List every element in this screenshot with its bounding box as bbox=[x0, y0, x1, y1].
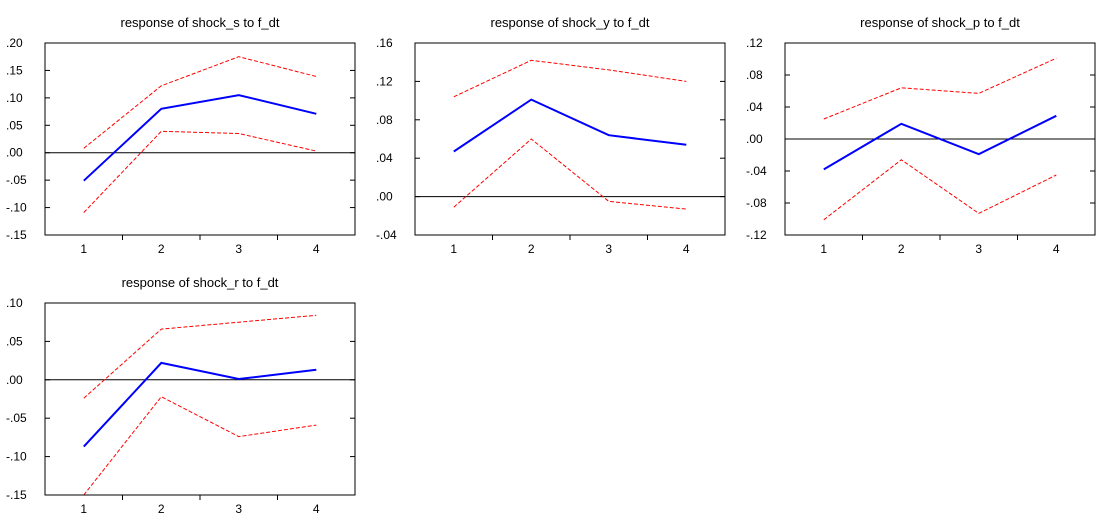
y-tick-label: -.04 bbox=[376, 228, 397, 242]
x-tick-label: 2 bbox=[528, 242, 535, 256]
y-tick-label: .16 bbox=[376, 36, 393, 50]
y-tick-label: -.10 bbox=[6, 201, 27, 215]
y-tick-label: .20 bbox=[6, 36, 23, 50]
y-tick-label: .12 bbox=[746, 36, 763, 50]
y-tick-label: .10 bbox=[6, 296, 23, 310]
y-tick-label: .05 bbox=[6, 334, 23, 348]
y-tick-label: .04 bbox=[746, 100, 763, 114]
y-tick-label: -.15 bbox=[6, 228, 27, 242]
y-tick-label: -.04 bbox=[746, 164, 767, 178]
y-tick-label: .08 bbox=[376, 113, 393, 127]
y-tick-label: -.12 bbox=[746, 228, 767, 242]
upper-band-line bbox=[83, 56, 317, 149]
impulse-response-line bbox=[83, 94, 317, 182]
x-tick-label: 2 bbox=[898, 242, 905, 256]
y-tick-label: .00 bbox=[6, 373, 23, 387]
chart-svg: response of shock_s to f_dt -.15 -.10 -.05.… bbox=[6, 15, 356, 256]
upper-band-line bbox=[823, 57, 1057, 120]
x-tick-label: 1 bbox=[80, 502, 87, 516]
x-tick-label: 1 bbox=[820, 242, 827, 256]
y-tick-label: .10 bbox=[6, 91, 23, 105]
y-tick-label: .08 bbox=[746, 68, 763, 82]
chart-title: response of shock_s to f_dt bbox=[121, 15, 280, 30]
x-tick-label: 1 bbox=[450, 242, 457, 256]
impulse-response-line bbox=[453, 98, 687, 153]
x-tick-label: 2 bbox=[158, 242, 165, 256]
chart-svg: response of shock_r to f_dt -.15 -.10 -.05.… bbox=[6, 275, 356, 516]
lower-band-line bbox=[83, 396, 317, 496]
upper-band-line bbox=[83, 314, 317, 399]
x-tick-label: 3 bbox=[975, 242, 982, 256]
chart-panel-shock-s: response of shock_s to f_dt -.15 -.10 -.05.… bbox=[0, 0, 370, 260]
plot-frame bbox=[44, 302, 356, 496]
chart-panel-shock-p: response of shock_p to f_dt -.12 -.08 -.04.… bbox=[740, 0, 1110, 260]
plot-frame bbox=[44, 42, 356, 236]
x-tick-label: 4 bbox=[313, 242, 320, 256]
chart-svg: response of shock_p to f_dt -.12 -.08 -.04.… bbox=[746, 15, 1096, 256]
impulse-response-line bbox=[83, 361, 317, 448]
y-tick-label: -.05 bbox=[6, 411, 27, 425]
y-tick-label: -.05 bbox=[6, 173, 27, 187]
y-tick-label: -.08 bbox=[746, 196, 767, 210]
x-tick-label: 4 bbox=[1053, 242, 1060, 256]
lower-band-line bbox=[823, 159, 1057, 221]
chart-title: response of shock_r to f_dt bbox=[122, 275, 279, 290]
chart-panel-shock-r: response of shock_r to f_dt -.15 -.10 -.05.… bbox=[0, 260, 370, 520]
chart-svg: response of shock_y to f_dt -.04 .00 .04 .08… bbox=[376, 15, 726, 256]
lower-band-line bbox=[453, 138, 687, 210]
y-tick-label: -.10 bbox=[6, 450, 27, 464]
plot-frame bbox=[784, 42, 1096, 236]
x-tick-label: 1 bbox=[80, 242, 87, 256]
upper-band-line bbox=[453, 59, 687, 98]
y-tick-label: .00 bbox=[376, 190, 393, 204]
y-tick-label: -.15 bbox=[6, 488, 27, 502]
y-tick-label: .00 bbox=[6, 146, 23, 160]
y-tick-label: .12 bbox=[376, 74, 393, 88]
impulse-response-line bbox=[823, 114, 1057, 171]
x-tick-label: 3 bbox=[235, 242, 242, 256]
y-tick-label: .00 bbox=[746, 132, 763, 146]
x-tick-label: 4 bbox=[313, 502, 320, 516]
y-tick-label: .04 bbox=[376, 151, 393, 165]
x-tick-label: 2 bbox=[158, 502, 165, 516]
y-tick-label: .05 bbox=[6, 118, 23, 132]
chart-panel-shock-y: response of shock_y to f_dt -.04 .00 .04 .08… bbox=[370, 0, 740, 260]
x-tick-label: 3 bbox=[235, 502, 242, 516]
x-tick-label: 3 bbox=[605, 242, 612, 256]
lower-band-line bbox=[83, 130, 317, 213]
x-tick-label: 4 bbox=[683, 242, 690, 256]
chart-title: response of shock_p to f_dt bbox=[860, 15, 1020, 30]
y-tick-label: .15 bbox=[6, 63, 23, 77]
chart-title: response of shock_y to f_dt bbox=[491, 15, 650, 30]
plot-frame bbox=[414, 42, 726, 236]
